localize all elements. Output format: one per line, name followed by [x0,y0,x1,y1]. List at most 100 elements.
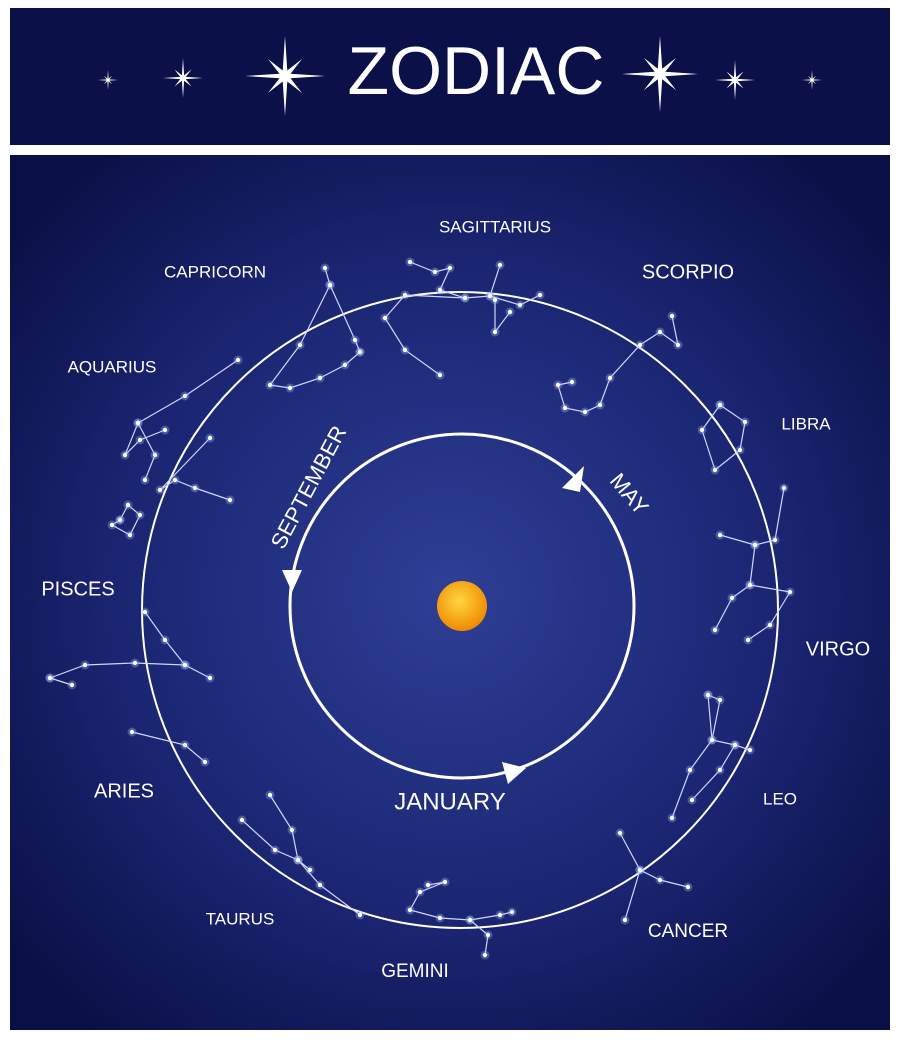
star [126,503,130,507]
star [443,880,447,884]
star [438,288,442,292]
star [670,816,674,820]
star [358,350,362,354]
star [788,590,792,594]
star [173,478,177,482]
star [408,908,412,912]
star [403,348,407,352]
sign-label: CANCER [648,921,728,942]
star [748,748,752,752]
star [143,478,147,482]
star [748,583,752,587]
star [570,380,574,384]
star [468,918,472,922]
star [133,661,137,665]
star [183,394,187,398]
star [718,768,722,772]
star [718,533,722,537]
star [486,933,490,937]
star [710,738,714,742]
star [163,428,167,432]
star [518,303,522,307]
star [508,310,512,314]
star [730,596,734,600]
star [598,403,602,407]
star [556,383,560,387]
star [448,266,452,270]
title: ZODIAC [348,33,605,109]
star [318,883,322,887]
star [208,436,212,440]
star [706,693,710,697]
star [48,676,52,680]
sign-label: PISCES [41,578,114,600]
star [426,883,430,887]
star [408,260,412,264]
star [308,868,312,872]
star [130,730,134,734]
star [183,663,187,667]
star [623,918,627,922]
star [768,623,772,627]
star [738,448,742,452]
star [718,698,722,702]
star [323,266,327,270]
sign-label: GEMINI [381,961,449,982]
star [383,316,387,320]
sign-label: SCORPIO [642,261,734,283]
star [718,403,722,407]
star [438,916,442,920]
star [228,498,232,502]
star [118,518,122,522]
star [638,868,642,872]
star [288,386,292,390]
star [743,420,747,424]
star [268,793,272,797]
star [70,683,74,687]
star [618,831,622,835]
star [403,293,407,297]
star [433,270,437,274]
star [483,953,487,957]
star [163,638,167,642]
month-label: JANUARY [394,788,506,815]
star [143,610,147,614]
star [268,383,272,387]
star [83,663,87,667]
star [733,743,737,747]
star [713,628,717,632]
star [676,343,680,347]
star [183,743,187,747]
star [136,421,140,425]
star [273,848,277,852]
star [658,330,662,334]
sign-label: VIRGO [806,638,870,660]
sun [437,581,487,631]
star [158,488,162,492]
star [203,760,207,764]
star [138,438,142,442]
star [658,878,662,882]
star [498,913,502,917]
star [208,676,212,680]
star [493,330,497,334]
star [123,453,127,457]
star [438,373,442,377]
star [670,314,674,318]
star [358,913,362,917]
star [563,406,567,410]
star [746,638,750,642]
sign-label: SAGITTARIUS [439,217,551,236]
star [353,338,357,342]
star [713,468,717,472]
star [700,428,704,432]
star [343,363,347,367]
sign-label: LEO [763,789,797,808]
star [138,513,142,517]
star [782,486,786,490]
star [608,376,612,380]
star [193,486,197,490]
star [510,910,514,914]
star [638,343,642,347]
star [328,283,332,287]
